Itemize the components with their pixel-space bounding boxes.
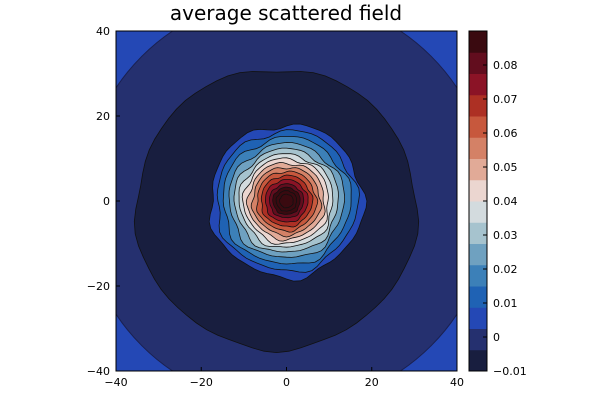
x-tick-label: 40	[450, 376, 464, 389]
x-tick-label: 20	[365, 376, 379, 389]
colorbar-swatch	[469, 286, 487, 308]
colorbar-swatch	[469, 94, 487, 117]
colorbar-tick-label: 0.02	[493, 263, 518, 276]
colorbar-swatch	[469, 52, 487, 74]
y-axis: −40 −20 0 20 40	[87, 25, 120, 378]
colorbar-tick-label: −0.01	[493, 365, 527, 378]
x-tick-label: −40	[104, 376, 127, 389]
x-tick-label: −20	[190, 376, 213, 389]
colorbar-swatch	[469, 73, 487, 96]
colorbar-tick-label: 0.04	[493, 195, 518, 208]
colorbar-swatch	[469, 116, 487, 138]
colorbar-swatch	[469, 31, 487, 53]
y-tick-label: 40	[96, 25, 110, 38]
contour-band-17	[278, 193, 294, 209]
colorbar-swatch	[469, 179, 487, 202]
y-tick-label: 0	[103, 195, 110, 208]
colorbar-swatch	[469, 307, 487, 329]
y-tick-label: −40	[87, 365, 110, 378]
x-axis: −40 −20 0 20 40	[104, 367, 464, 389]
colorbar-swatch	[469, 243, 487, 266]
colorbar-swatch	[469, 349, 487, 372]
colorbar-tick-label: 0.05	[493, 161, 518, 174]
colorbar-tick-label: 0.07	[493, 93, 518, 106]
colorbar-swatch	[469, 158, 487, 181]
y-tick-label: −20	[87, 280, 110, 293]
x-tick-label: 0	[283, 376, 290, 389]
colorbar: −0.01 0 0.01 0.02 0.03 0.04 0.05 0.06 0.07 0.08	[468, 30, 527, 378]
y-tick-label: 20	[96, 110, 110, 123]
colorbar-swatch	[469, 328, 487, 351]
colorbar-swatch	[469, 137, 487, 159]
chart-title: average scattered field	[170, 1, 402, 25]
plot-area	[116, 31, 457, 371]
colorbar-tick-label: 0.01	[493, 297, 518, 310]
colorbar-swatch	[469, 222, 487, 244]
colorbar-tick-label: 0	[493, 331, 500, 344]
colorbar-tick-label: 0.03	[493, 229, 518, 242]
colorbar-tick-label: 0.08	[493, 59, 518, 72]
colorbar-swatch	[469, 201, 487, 223]
colorbar-tick-label: 0.06	[493, 127, 518, 140]
colorbar-swatch	[469, 264, 487, 287]
